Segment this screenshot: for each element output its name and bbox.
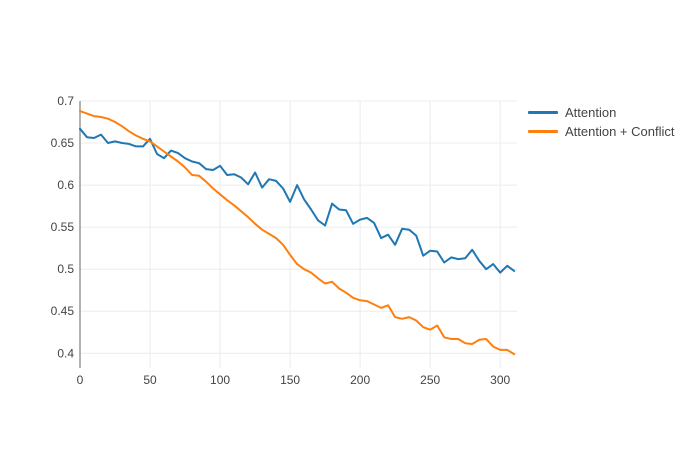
x-tick-label: 250 [420, 373, 440, 387]
y-tick-label: 0.7 [57, 94, 74, 108]
legend: Attention Attention + Conflict [528, 103, 674, 141]
legend-line-swatch-attention [528, 111, 558, 114]
x-tick-label: 100 [210, 373, 230, 387]
legend-label-attention: Attention [565, 105, 617, 120]
x-tick-label: 50 [143, 373, 157, 387]
y-tick-label: 0.5 [57, 262, 74, 276]
x-tick-label: 150 [280, 373, 300, 387]
legend-label-attention-conflict: Attention + Conflict [565, 124, 675, 139]
y-tick-label: 0.55 [51, 220, 75, 234]
x-tick-label: 200 [350, 373, 370, 387]
x-tick-label: 0 [77, 373, 84, 387]
series-line-attention[interactable] [79, 127, 516, 274]
y-tick-label: 0.45 [51, 304, 75, 318]
y-tick-label: 0.6 [57, 178, 74, 192]
legend-item-attention[interactable]: Attention [528, 103, 674, 122]
y-tick-label: 0.65 [51, 136, 75, 150]
x-tick-label: 300 [490, 373, 510, 387]
legend-item-attention-conflict[interactable]: Attention + Conflict [528, 122, 674, 141]
y-tick-label: 0.4 [57, 346, 74, 360]
series-line-attention-conflict[interactable] [79, 110, 516, 356]
legend-line-swatch-attention-conflict [528, 130, 558, 133]
